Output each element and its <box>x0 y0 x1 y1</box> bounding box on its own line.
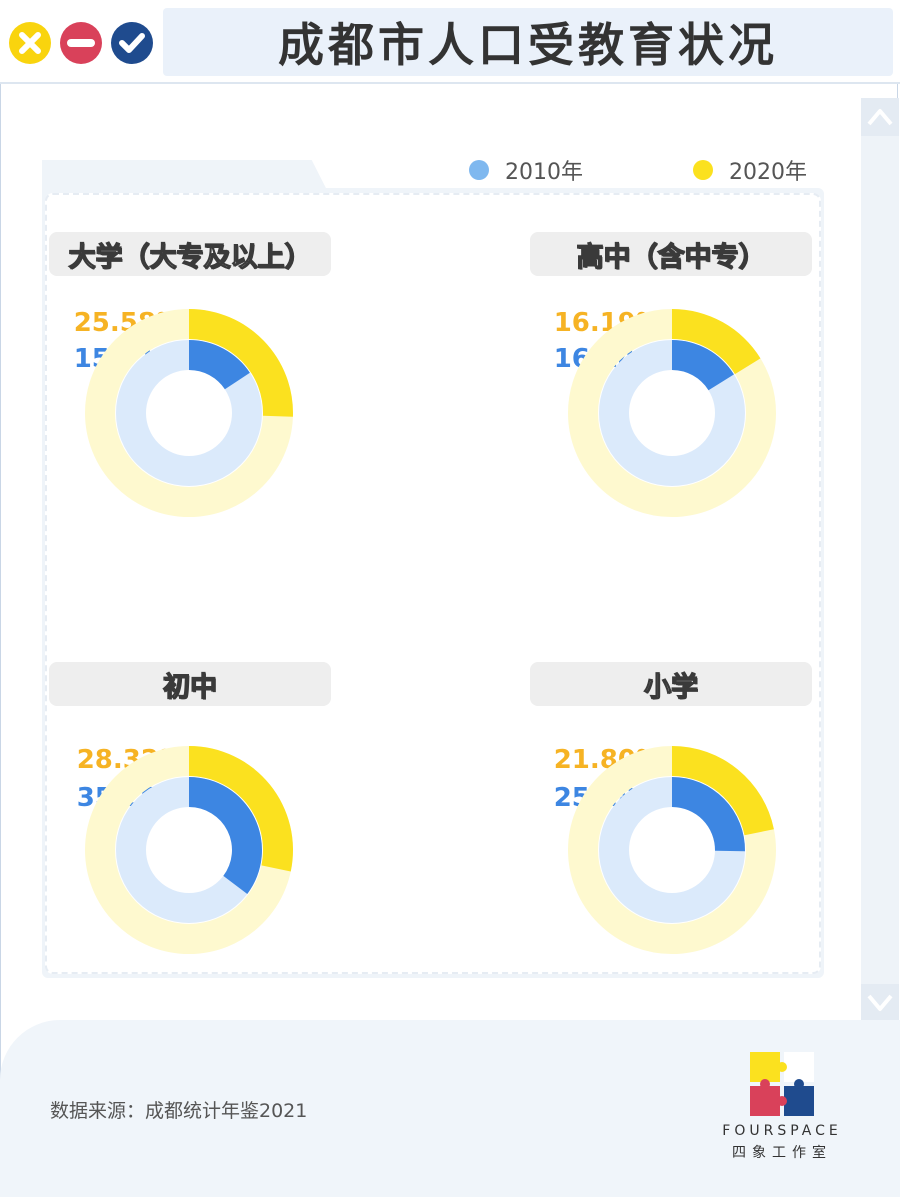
slice-2010 <box>189 777 262 894</box>
data-source: 数据来源：成都统计年鉴2021 <box>50 1100 308 1122</box>
donut-primary <box>568 746 776 954</box>
slice-2020 <box>189 746 293 872</box>
slice-2010 <box>672 340 734 391</box>
scroll-down-icon[interactable] <box>861 984 899 1022</box>
donut-university <box>85 309 293 517</box>
donut-high-school <box>568 309 776 517</box>
legend-label-2010: 2010年 <box>505 160 583 185</box>
scroll-up-icon[interactable] <box>861 98 899 136</box>
scrollbar[interactable] <box>861 98 899 1022</box>
card-label-university: 大学（大专及以上） <box>49 232 331 276</box>
close-icon[interactable] <box>9 22 51 64</box>
slice-2010 <box>189 340 250 390</box>
card-label-junior-high: 初中 <box>49 662 331 706</box>
slice-2020 <box>672 309 761 375</box>
brand-cn: 四象工作室 <box>732 1145 832 1161</box>
legend-label-2020: 2020年 <box>729 160 807 185</box>
card-label-high-school: 高中（含中专） <box>530 232 812 276</box>
check-icon[interactable] <box>111 22 153 64</box>
donut-junior-high <box>85 746 293 954</box>
slice-2020 <box>189 309 293 417</box>
page-title: 成都市人口受教育状况 <box>278 18 778 72</box>
fourspace-logo-icon <box>750 1052 814 1116</box>
title-box: 成都市人口受教育状况 <box>163 8 893 76</box>
slice-2020 <box>672 746 774 836</box>
legend-item-2020: 2020年 <box>693 156 807 185</box>
legend-dot-2020 <box>693 160 713 180</box>
title-bar: 成都市人口受教育状况 <box>0 0 900 84</box>
card-label-primary: 小学 <box>530 662 812 706</box>
slice-2010 <box>672 777 745 852</box>
legend-dot-2010 <box>469 160 489 180</box>
minimize-icon[interactable] <box>60 22 102 64</box>
brand-en: FOURSPACE <box>722 1123 842 1139</box>
legend-item-2010: 2010年 <box>469 156 583 185</box>
